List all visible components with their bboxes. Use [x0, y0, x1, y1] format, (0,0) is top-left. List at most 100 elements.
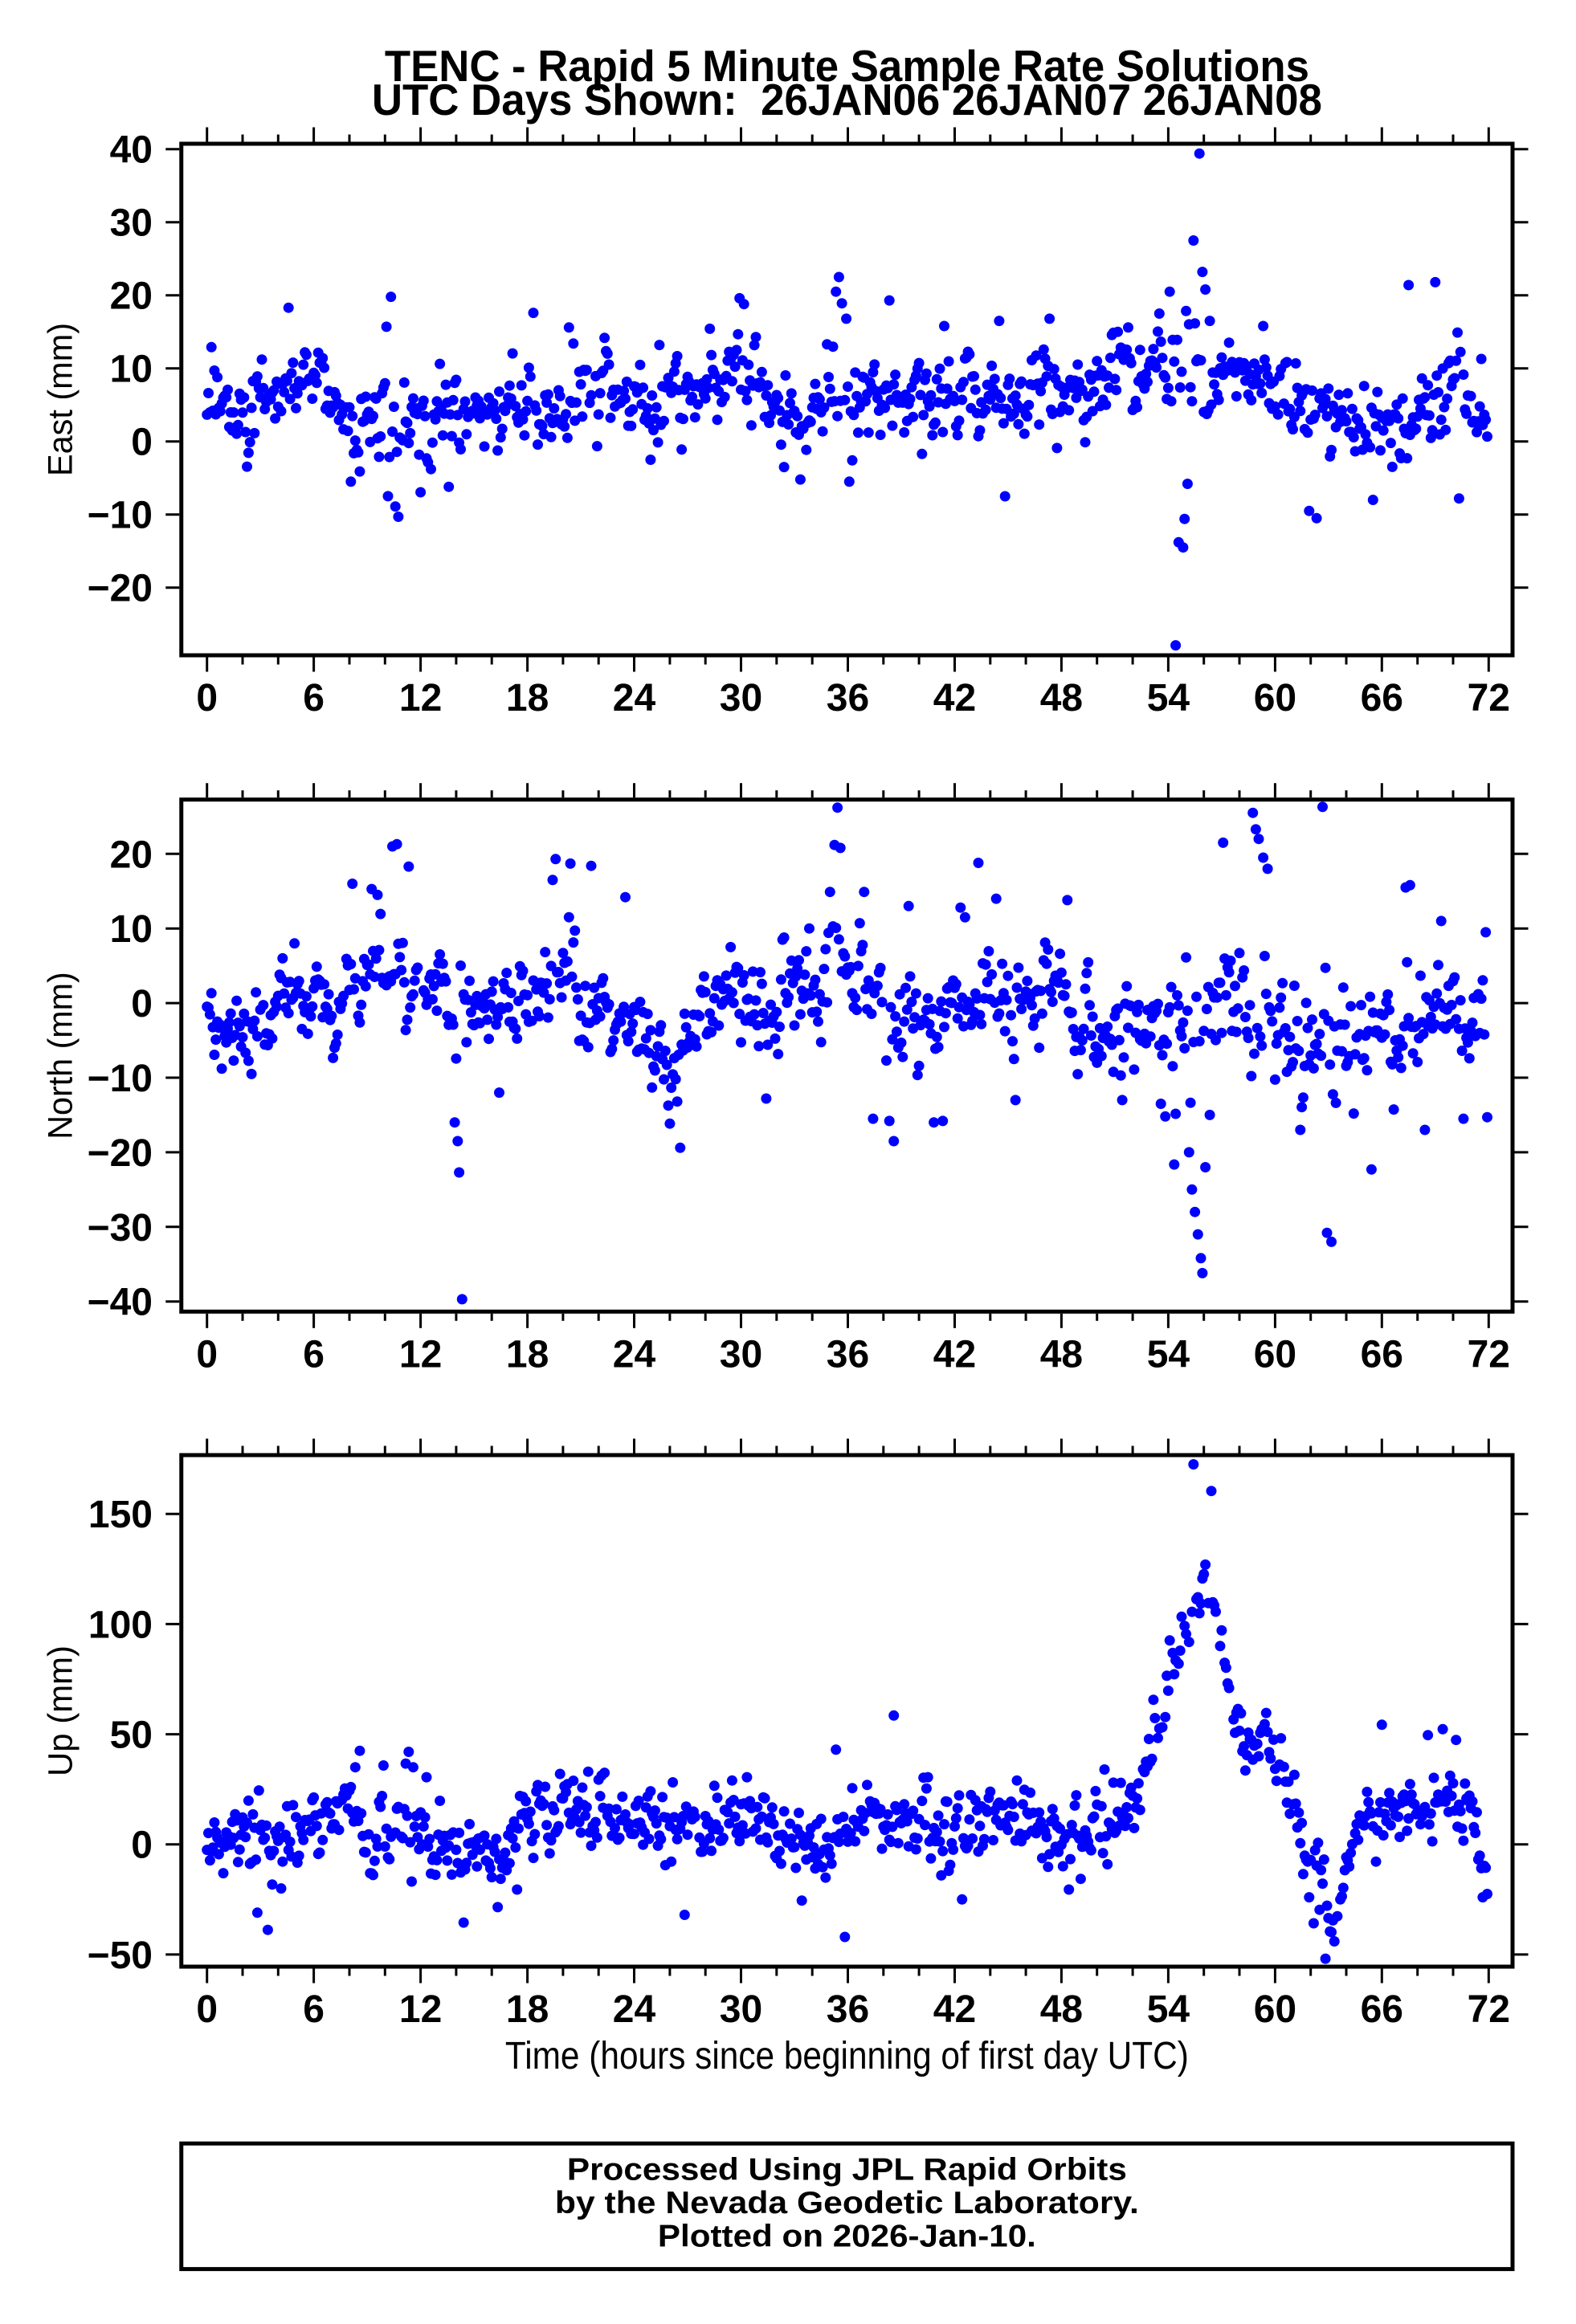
data-point	[734, 1836, 745, 1847]
data-point	[643, 1833, 655, 1845]
data-point	[1451, 355, 1462, 366]
data-point	[640, 1033, 651, 1044]
data-point	[729, 1811, 741, 1822]
data-point	[1249, 1048, 1260, 1059]
data-point	[1065, 1853, 1076, 1865]
data-point	[736, 1037, 746, 1048]
data-point	[741, 1772, 753, 1783]
data-point	[525, 1806, 536, 1817]
data-point	[1403, 279, 1415, 291]
data-point	[1295, 1124, 1306, 1135]
x-tick-label: 12	[399, 677, 442, 720]
data-point	[459, 396, 471, 407]
data-point	[931, 1031, 942, 1042]
data-point	[1476, 353, 1487, 365]
data-point	[505, 393, 516, 404]
data-point	[563, 322, 574, 333]
data-point	[251, 371, 263, 382]
data-point	[833, 271, 844, 283]
data-point	[778, 1806, 790, 1817]
data-point	[1002, 1825, 1014, 1836]
data-point	[1027, 1000, 1037, 1011]
data-point	[1153, 998, 1163, 1009]
data-point	[1004, 373, 1015, 385]
data-point	[251, 987, 262, 998]
data-point	[561, 956, 573, 967]
data-point	[899, 427, 910, 438]
data-point	[762, 1837, 774, 1848]
data-point	[1460, 1778, 1471, 1789]
data-point	[994, 1008, 1005, 1019]
data-point	[550, 854, 561, 865]
data-point	[1132, 402, 1143, 413]
data-point	[349, 984, 359, 995]
data-point	[452, 1135, 463, 1147]
data-point	[1433, 960, 1443, 971]
data-point	[845, 1828, 856, 1839]
data-point	[1017, 1799, 1028, 1810]
data-point	[1339, 1019, 1350, 1030]
data-point	[594, 1791, 606, 1802]
data-point	[733, 328, 744, 340]
data-point	[1482, 431, 1492, 442]
data-point	[580, 1810, 591, 1821]
data-point	[406, 1876, 417, 1887]
data-point	[488, 976, 499, 987]
data-point	[575, 1827, 586, 1838]
data-point	[910, 1844, 921, 1855]
data-point	[234, 1021, 245, 1032]
data-point	[256, 354, 267, 365]
data-point	[243, 447, 254, 459]
data-point	[310, 369, 321, 381]
data-point	[847, 455, 858, 466]
footer-line3: Plotted on 2026-Jan-10.	[658, 2220, 1036, 2254]
data-point	[591, 1832, 602, 1843]
data-point	[1191, 991, 1202, 1002]
data-point	[1057, 1861, 1068, 1872]
data-point	[998, 418, 1009, 429]
data-point	[1416, 373, 1427, 384]
x-tick-label: 42	[933, 677, 976, 720]
data-point	[360, 1847, 371, 1858]
data-point	[1255, 378, 1266, 389]
x-tick-label: 30	[720, 1988, 762, 2031]
data-point	[815, 1037, 827, 1048]
data-point	[1029, 1013, 1040, 1024]
data-point	[1090, 1785, 1101, 1796]
data-point	[1220, 1662, 1231, 1674]
data-point	[427, 437, 438, 448]
data-point	[1415, 970, 1426, 981]
data-point	[582, 1042, 594, 1053]
data-point	[1239, 1012, 1251, 1022]
data-point	[454, 1827, 465, 1838]
data-point	[330, 1038, 341, 1049]
data-point	[770, 1033, 781, 1044]
data-point	[1097, 1848, 1109, 1859]
data-point	[1216, 1625, 1227, 1636]
data-point	[790, 1862, 802, 1873]
data-point	[1260, 362, 1272, 373]
data-point	[1006, 1009, 1017, 1021]
data-point	[1087, 406, 1098, 417]
data-point	[817, 1861, 828, 1873]
data-point	[1259, 951, 1270, 961]
data-point	[1047, 997, 1058, 1007]
data-point	[857, 940, 868, 951]
data-point	[1008, 1054, 1019, 1065]
data-point	[1366, 1164, 1377, 1175]
data-point	[1059, 990, 1070, 1001]
data-point	[839, 394, 851, 406]
data-point	[561, 432, 573, 443]
data-point	[698, 971, 709, 982]
y-tick-label: −20	[88, 568, 153, 610]
data-point	[1251, 1739, 1263, 1749]
data-point	[540, 947, 551, 958]
data-point	[974, 1820, 986, 1832]
data-point	[678, 414, 688, 425]
data-point	[1113, 1003, 1124, 1014]
data-point	[1143, 1734, 1154, 1744]
data-point	[888, 1135, 900, 1147]
data-point	[1386, 1058, 1398, 1070]
